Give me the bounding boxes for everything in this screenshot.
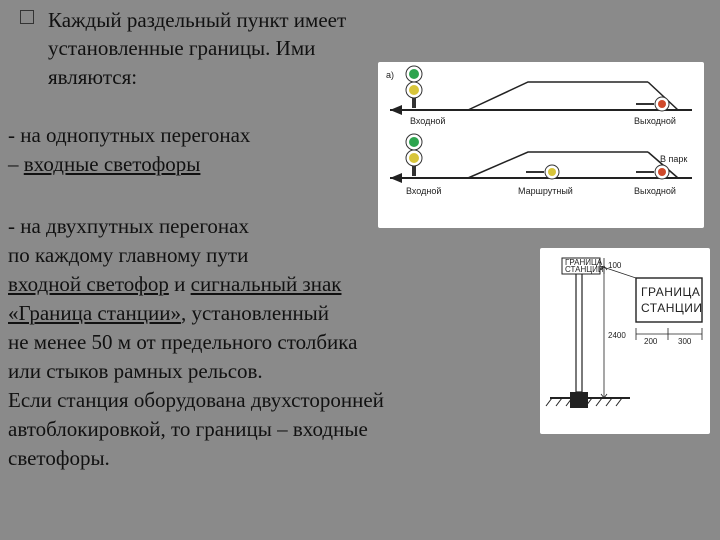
- dash-1b-prefix: –: [8, 152, 24, 176]
- p2-l5: не менее 50 м от предельного столбика: [8, 328, 538, 357]
- fig1-lbl-vpark: В парк: [660, 154, 687, 164]
- fig2-bigsign-l2: СТАНЦИИ: [641, 301, 703, 315]
- signal-exit-icon: [636, 97, 669, 111]
- p2-l7: Если станция оборудована двухсторонней: [8, 386, 538, 415]
- signal-entrance-icon: [406, 66, 422, 108]
- fig2-bigsign-l1: ГРАНИЦА: [641, 285, 700, 299]
- signal-route-icon: [526, 165, 559, 179]
- dash-line-1a: - на однопутных перегонах: [8, 121, 250, 149]
- fig1-row-a-label: а): [386, 70, 394, 80]
- figure-boundary-sign: ГРАНИЦА СТАНЦИИ 2400 100 ГРАНИЦА СТ: [540, 248, 710, 434]
- p2-l6: или стыков рамных рельсов.: [8, 357, 538, 386]
- p2-l2: по каждому главному пути: [8, 241, 538, 270]
- fig2-dim-w2: 300: [678, 337, 692, 346]
- dash-line-1b: – входные светофоры: [8, 150, 200, 178]
- fig2-dim-top: 100: [608, 261, 622, 270]
- fig1-lbl-marshrut: Маршрутный: [518, 186, 573, 196]
- p2-l4-u: «Граница станции»: [8, 301, 181, 325]
- p2-l3: входной светофор и сигнальный знак: [8, 270, 538, 299]
- signal-entrance2-icon: [406, 134, 422, 176]
- fig2-dim-w1: 200: [644, 337, 658, 346]
- p2-l3-mid: и: [169, 272, 191, 296]
- bullet-1-line2: установленные границы. Ими: [48, 34, 468, 62]
- p2-l4: «Граница станции», установленный: [8, 299, 538, 328]
- p2-l3-u1: входной светофор: [8, 272, 169, 296]
- fig1-lbl-vyhodnoi-a: Выходной: [634, 116, 676, 126]
- bullet-1-line1: Каждый раздельный пункт имеет: [48, 6, 468, 34]
- fig2-dim-h: 2400: [608, 331, 626, 340]
- p2-l3-u2: сигнальный знак: [191, 272, 342, 296]
- p2-l4-rest: , установленный: [181, 301, 329, 325]
- fig2-post-sign-l2: СТАНЦИИ: [565, 265, 604, 274]
- p2-l8: автоблокировкой, то границы – входные: [8, 415, 538, 444]
- fig1-lbl-vhodnoi-b: Входной: [406, 186, 441, 196]
- slide: Каждый раздельный пункт имеет установлен…: [0, 0, 720, 540]
- p2-l1: - на двухпутных перегонах: [8, 212, 538, 241]
- bullet-marker-icon: [20, 10, 34, 24]
- figure-track-schemes: а) Входной Выходной: [378, 62, 704, 228]
- paragraph-2: - на двухпутных перегонах по каждому гла…: [8, 212, 538, 473]
- dash-1b-underlined: входные светофоры: [24, 152, 201, 176]
- p2-l9: светофоры.: [8, 444, 538, 473]
- fig1-lbl-vhodnoi-a: Входной: [410, 116, 445, 126]
- fig1-lbl-vyhodnoi-b: Выходной: [634, 186, 676, 196]
- signal-exit2-icon: [636, 165, 669, 179]
